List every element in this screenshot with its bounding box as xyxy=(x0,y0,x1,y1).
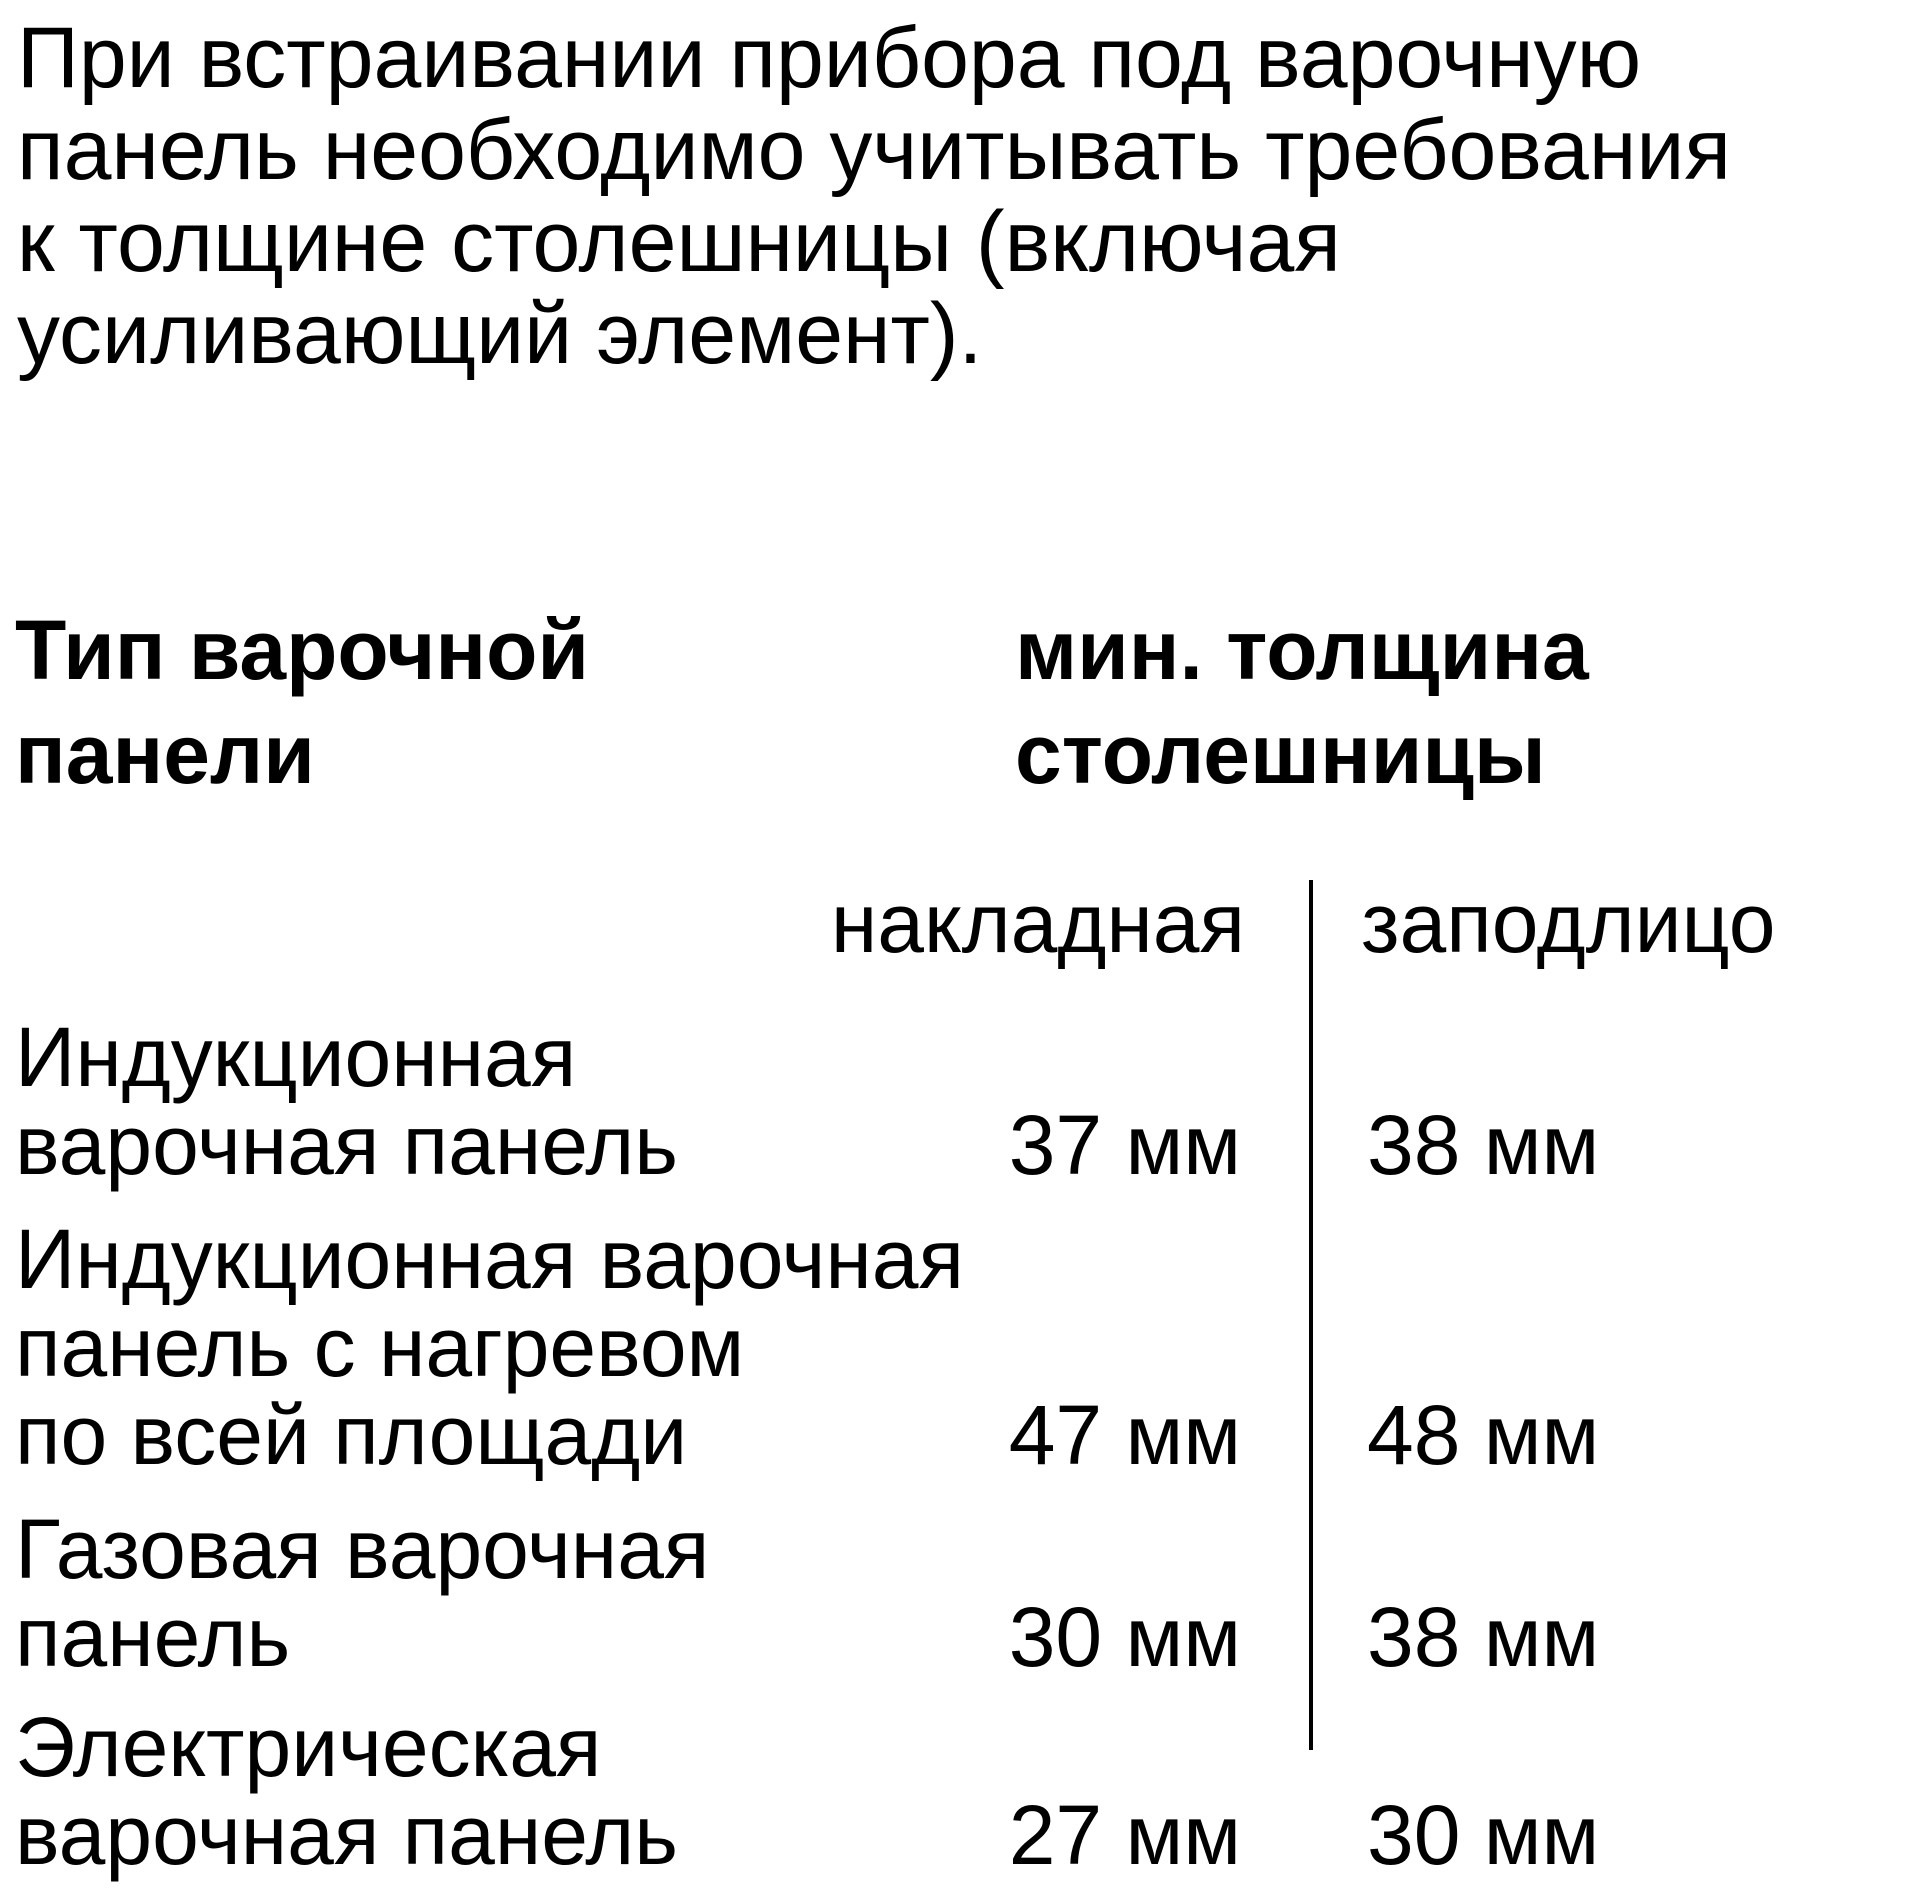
intro-line: панель необходимо учитывать требования xyxy=(17,102,1731,198)
row-label: Индукционная варочная панель с нагревом … xyxy=(15,1215,964,1479)
column-header-min-thickness: мин. толщина столешницы xyxy=(1015,598,1589,806)
flush-value: 48 мм xyxy=(1367,1388,1600,1482)
intro-line: При встраивании прибора под варочную xyxy=(17,10,1642,106)
subheader-flush: заподлицо xyxy=(1361,876,1776,970)
header-line: панели xyxy=(15,707,315,801)
flush-value: 30 мм xyxy=(1367,1788,1600,1882)
header-line: мин. толщина xyxy=(1015,603,1589,697)
flush-value: 38 мм xyxy=(1367,1590,1600,1684)
label-line: Газовая варочная xyxy=(15,1502,710,1596)
row-label: Газовая варочная панель xyxy=(15,1505,709,1681)
overlay-value: 37 мм xyxy=(1008,1098,1241,1192)
label-line: панель xyxy=(15,1590,291,1684)
row-label: Электрическая варочная панель xyxy=(15,1703,678,1879)
header-line: Тип варочной xyxy=(15,603,590,697)
label-line: по всей площади xyxy=(15,1388,688,1482)
label-line: панель с нагревом xyxy=(15,1300,745,1394)
column-divider xyxy=(1309,880,1313,1750)
column-header-hob-type: Тип варочной панели xyxy=(15,598,589,806)
overlay-value: 27 мм xyxy=(1008,1788,1241,1882)
intro-paragraph: При встраивании прибора под варочную пан… xyxy=(17,12,1731,380)
header-line: столешницы xyxy=(1015,707,1546,801)
subheader-overlay: накладная xyxy=(830,876,1245,970)
label-line: Индукционная варочная xyxy=(15,1212,964,1306)
flush-value: 38 мм xyxy=(1367,1098,1600,1192)
label-line: Электрическая xyxy=(15,1700,602,1794)
label-line: варочная панель xyxy=(15,1788,678,1882)
label-line: варочная панель xyxy=(15,1098,678,1192)
overlay-value: 47 мм xyxy=(1008,1388,1241,1482)
overlay-value: 30 мм xyxy=(1008,1590,1241,1684)
intro-line: к толщине столешницы (включая xyxy=(17,194,1341,290)
label-line: Индукционная xyxy=(15,1010,577,1104)
row-label: Индукционная варочная панель xyxy=(15,1013,678,1189)
intro-line: усиливающий элемент). xyxy=(17,286,983,382)
